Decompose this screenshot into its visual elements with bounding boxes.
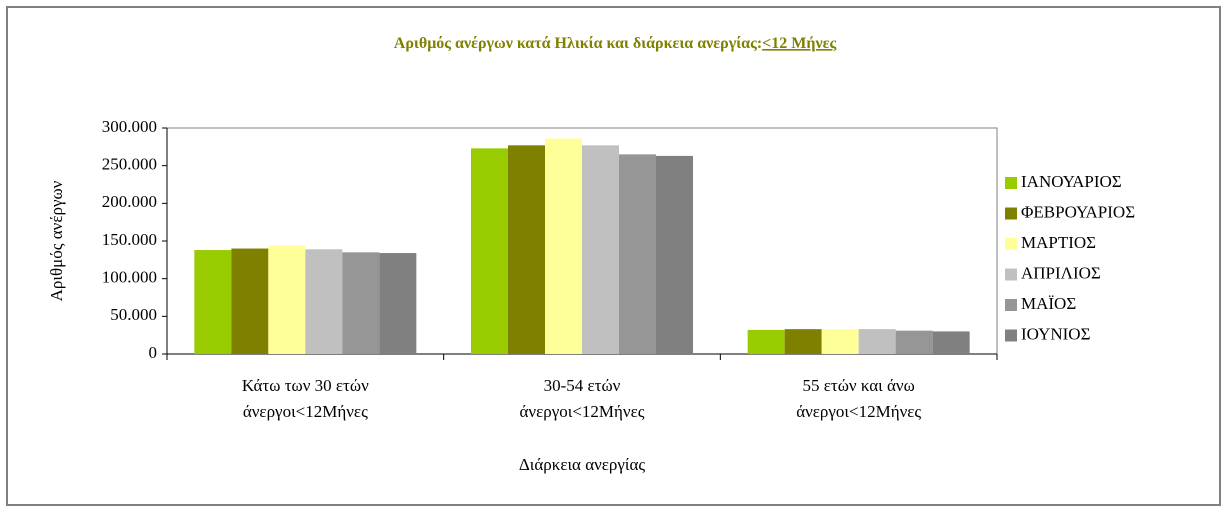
y-tick-label: 0 (149, 343, 158, 362)
bar (471, 148, 508, 354)
bar (932, 331, 970, 354)
title-part: <12 Μήνες (762, 35, 836, 52)
legend-swatch (1005, 238, 1017, 250)
legend-label: ΜΑΪΟΣ (1021, 294, 1076, 313)
legend-swatch (1005, 268, 1017, 281)
legend-swatch (1005, 329, 1017, 342)
bar (342, 252, 380, 354)
x-tick-label: 55 ετών και άνω (803, 376, 915, 395)
x-tick-label: Κάτω των 30 ετών (242, 376, 369, 395)
x-tick-label: άνεργοι<12Μήνες (796, 402, 921, 421)
bar (268, 245, 306, 354)
x-tick-label: άνεργοι<12Μήνες (243, 402, 368, 421)
bar (582, 145, 619, 354)
bar (231, 248, 269, 354)
bar (784, 329, 822, 354)
legend-label: ΦΕΒΡΟΥΑΡΙΟΣ (1021, 202, 1135, 221)
bar (545, 138, 582, 354)
bar (194, 250, 232, 354)
bar (656, 155, 693, 354)
x-tick-label: άνεργοι<12Μήνες (520, 402, 645, 421)
x-tick-label: 30-54 ετών (544, 376, 621, 395)
legend-label: ΙΑΝΟΥΑΡΙΟΣ (1021, 172, 1122, 191)
legend-swatch (1005, 207, 1017, 220)
y-tick-label: 300.000 (102, 117, 157, 136)
title-part: Αριθμός ανέργων κατά Ηλικία και διάρκεια… (394, 35, 762, 52)
legend-label: ΙΟΥΝΙΟΣ (1021, 324, 1091, 343)
bar (379, 253, 417, 354)
bar (821, 329, 859, 354)
bar (858, 329, 896, 354)
bar (895, 330, 933, 354)
bar (508, 145, 545, 354)
chart-title: Αριθμός ανέργων κατά Ηλικία και διάρκεια… (394, 35, 837, 52)
bar (747, 329, 785, 354)
y-axis-title: Αριθμός ανέργων (47, 180, 66, 301)
bar (305, 249, 343, 354)
y-tick-label: 200.000 (102, 192, 157, 211)
legend-label: ΜΑΡΤΙΟΣ (1021, 233, 1096, 252)
y-tick-label: 250.000 (102, 155, 157, 174)
y-tick-label: 150.000 (102, 230, 157, 249)
legend-label: ΑΠΡΙΛΙΟΣ (1021, 263, 1101, 282)
legend-swatch (1005, 177, 1017, 189)
x-axis-title: Διάρκεια ανεργίας (519, 455, 646, 474)
y-tick-label: 100.000 (102, 268, 157, 287)
y-tick-label: 50.000 (110, 305, 157, 324)
legend-swatch (1005, 299, 1017, 311)
bar (619, 154, 656, 354)
